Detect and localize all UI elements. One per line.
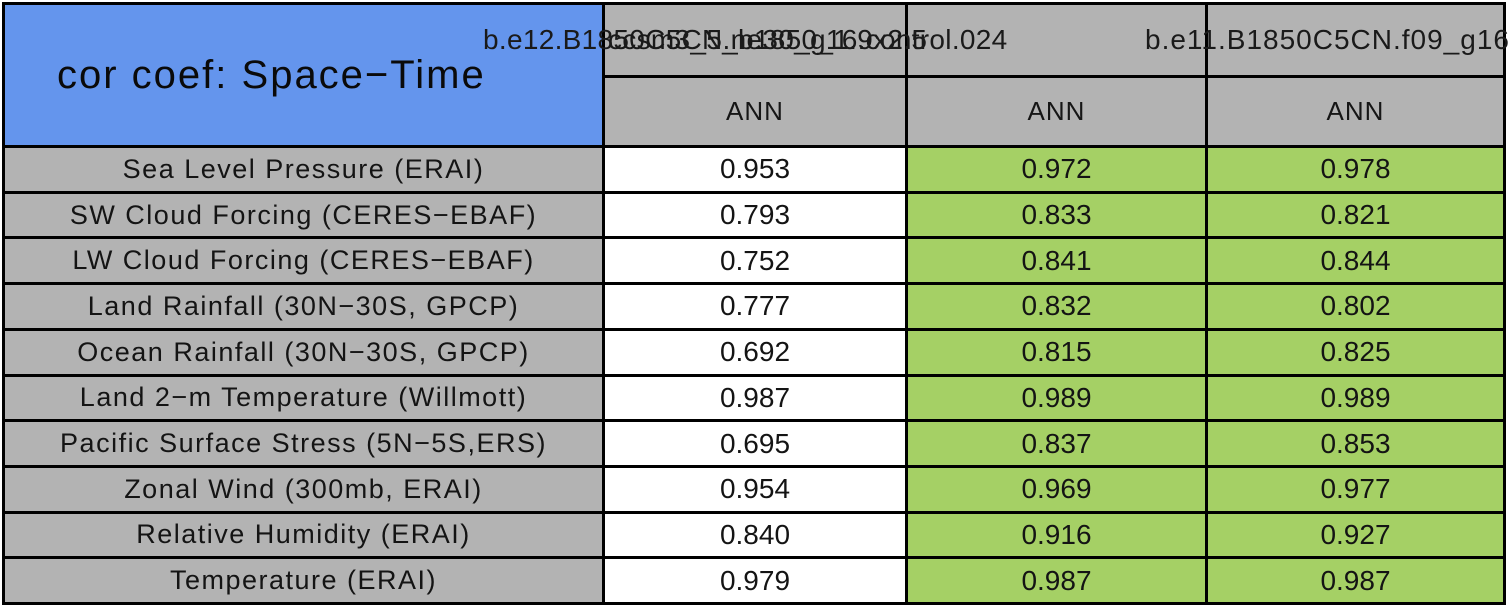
row-label: Land Rainfall (30N−30S, GPCP) — [5, 285, 602, 328]
value-cell: 0.853 — [1208, 422, 1503, 465]
value-cell: 0.833 — [908, 193, 1205, 237]
case-name-control-run-2: b.e11.B1850C5CN.f09_g16 — [1145, 24, 1510, 55]
value-cell: 0.825 — [1208, 330, 1503, 374]
value-cell: 0.844 — [1208, 239, 1503, 283]
value-cell: 0.927 — [1208, 513, 1503, 557]
row-label: Relative Humidity (ERAI) — [5, 513, 602, 557]
value-cell: 0.989 — [1208, 376, 1503, 420]
value-cell: 0.695 — [605, 422, 905, 465]
value-cell: 0.954 — [605, 467, 905, 511]
value-cell: 0.802 — [1208, 285, 1503, 328]
value-cell: 0.815 — [908, 330, 1205, 374]
value-cell: 0.989 — [908, 376, 1205, 420]
case-header-cell-3 — [1208, 5, 1503, 75]
table-title: cor coef: Space−Time — [5, 5, 602, 145]
season-header-2: ANN — [908, 78, 1205, 145]
value-cell: 0.969 — [908, 467, 1205, 511]
value-cell: 0.972 — [908, 148, 1205, 191]
value-cell: 0.793 — [605, 193, 905, 237]
value-cell: 0.916 — [908, 513, 1205, 557]
value-cell: 0.953 — [605, 148, 905, 191]
row-label: Sea Level Pressure (ERAI) — [5, 148, 602, 191]
case-header-cell-2 — [908, 5, 1205, 75]
row-label: Pacific Surface Stress (5N−5S,ERS) — [5, 422, 602, 465]
row-label: Ocean Rainfall (30N−30S, GPCP) — [5, 330, 602, 374]
value-cell: 0.987 — [605, 376, 905, 420]
value-cell: 0.841 — [908, 239, 1205, 283]
row-label: LW Cloud Forcing (CERES−EBAF) — [5, 239, 602, 283]
row-label: Land 2−m Temperature (Willmott) — [5, 376, 602, 420]
case-name-control-run: ccsm3_5_b1850_1.9x2.5 — [608, 24, 928, 55]
value-cell: 0.837 — [908, 422, 1205, 465]
value-cell: 0.977 — [1208, 467, 1503, 511]
row-label: Zonal Wind (300mb, ERAI) — [5, 467, 602, 511]
case-header-cell-1 — [605, 5, 905, 75]
value-cell: 0.979 — [605, 559, 905, 602]
value-cell: 0.840 — [605, 513, 905, 557]
value-cell: 0.987 — [1208, 559, 1503, 602]
value-cell: 0.987 — [908, 559, 1205, 602]
case-name-test-run: b.e12.B1850C5CN.ne30_g16.control.024 — [483, 24, 1008, 55]
value-cell: 0.978 — [1208, 148, 1503, 191]
value-cell: 0.692 — [605, 330, 905, 374]
value-cell: 0.832 — [908, 285, 1205, 328]
row-label: Temperature (ERAI) — [5, 559, 602, 602]
season-header-3: ANN — [1208, 78, 1503, 145]
row-label: SW Cloud Forcing (CERES−EBAF) — [5, 193, 602, 237]
value-cell: 0.752 — [605, 239, 905, 283]
value-cell: 0.821 — [1208, 193, 1503, 237]
season-header-1: ANN — [605, 78, 905, 145]
value-cell: 0.777 — [605, 285, 905, 328]
